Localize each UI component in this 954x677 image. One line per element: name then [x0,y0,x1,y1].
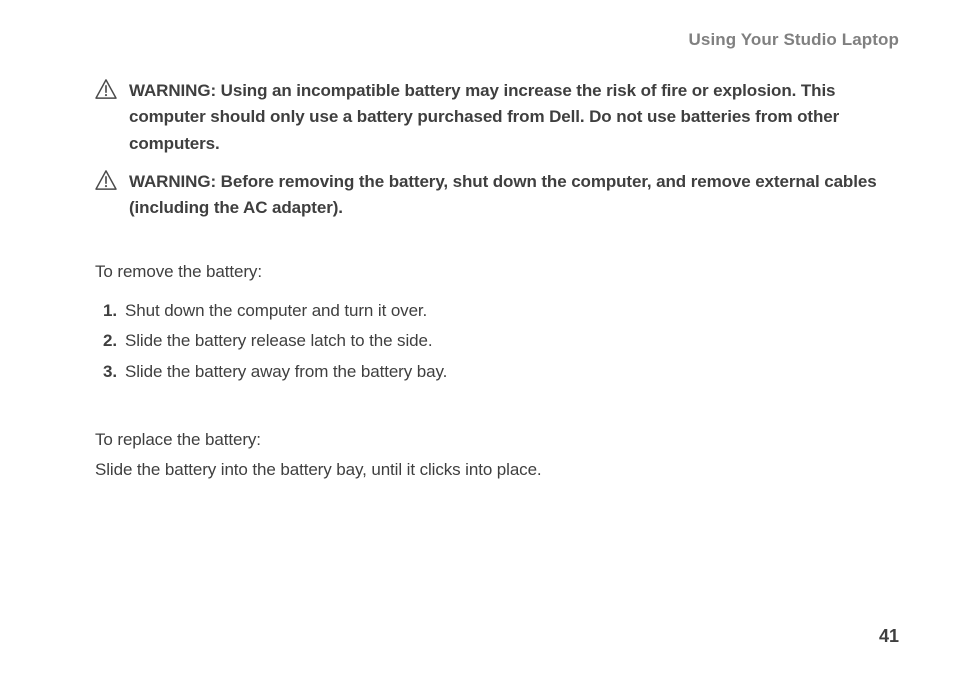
warning-block-1: WARNING: Using an incompatible battery m… [95,78,899,157]
warning-triangle-icon [95,79,117,99]
list-item: 3. Slide the battery away from the batte… [103,357,899,388]
warning-label: WARNING: [129,172,216,191]
remove-steps-list: 1. Shut down the computer and turn it ov… [103,296,899,388]
step-number: 3. [103,357,119,388]
warning-text-2: WARNING: Before removing the battery, sh… [129,169,899,222]
warning-triangle-icon [95,170,117,190]
remove-intro: To remove the battery: [95,262,899,282]
page-header-title: Using Your Studio Laptop [95,30,899,50]
list-item: 2. Slide the battery release latch to th… [103,326,899,357]
warning-body: Using an incompatible battery may increa… [129,81,839,153]
step-text: Shut down the computer and turn it over. [125,296,427,327]
warning-text-1: WARNING: Using an incompatible battery m… [129,78,899,157]
replace-body: Slide the battery into the battery bay, … [95,460,899,480]
warning-block-2: WARNING: Before removing the battery, sh… [95,169,899,222]
warning-label: WARNING: [129,81,216,100]
replace-intro: To replace the battery: [95,430,899,450]
step-text: Slide the battery away from the battery … [125,357,447,388]
list-item: 1. Shut down the computer and turn it ov… [103,296,899,327]
step-number: 1. [103,296,119,327]
step-text: Slide the battery release latch to the s… [125,326,432,357]
step-number: 2. [103,326,119,357]
warning-body: Before removing the battery, shut down t… [129,172,877,217]
page-number: 41 [879,626,899,647]
